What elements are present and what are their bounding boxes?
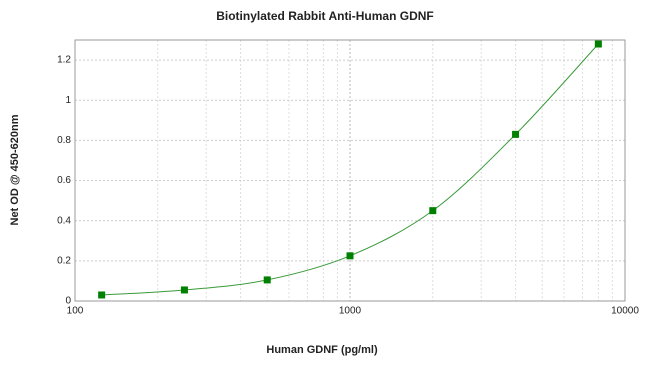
y-tick-label: 0.6 xyxy=(57,175,71,186)
y-tick-label: 1.2 xyxy=(57,55,71,66)
x-tick-label: 100 xyxy=(67,306,84,317)
x-axis-label: Human GDNF (pg/ml) xyxy=(266,344,378,356)
y-tick-label: 0.4 xyxy=(57,215,71,226)
x-tick-label: 1000 xyxy=(339,306,362,317)
y-tick-label: 0.8 xyxy=(57,135,71,146)
y-tick-label: 0.2 xyxy=(57,255,71,266)
plot-frame xyxy=(74,39,626,302)
data-point xyxy=(594,40,602,48)
y-tick-label: 1 xyxy=(65,95,71,106)
y-tick-label: 0 xyxy=(65,296,71,307)
y-axis-label: Net OD @ 450-620nm xyxy=(9,114,21,225)
data-point xyxy=(429,207,437,215)
chart-title: Biotinylated Rabbit Anti-Human GDNF xyxy=(216,9,434,23)
data-point xyxy=(263,276,271,284)
data-point xyxy=(346,252,354,260)
data-point xyxy=(180,286,188,294)
data-point xyxy=(98,291,106,299)
x-tick-label: 10000 xyxy=(611,306,639,317)
data-point xyxy=(512,130,520,138)
